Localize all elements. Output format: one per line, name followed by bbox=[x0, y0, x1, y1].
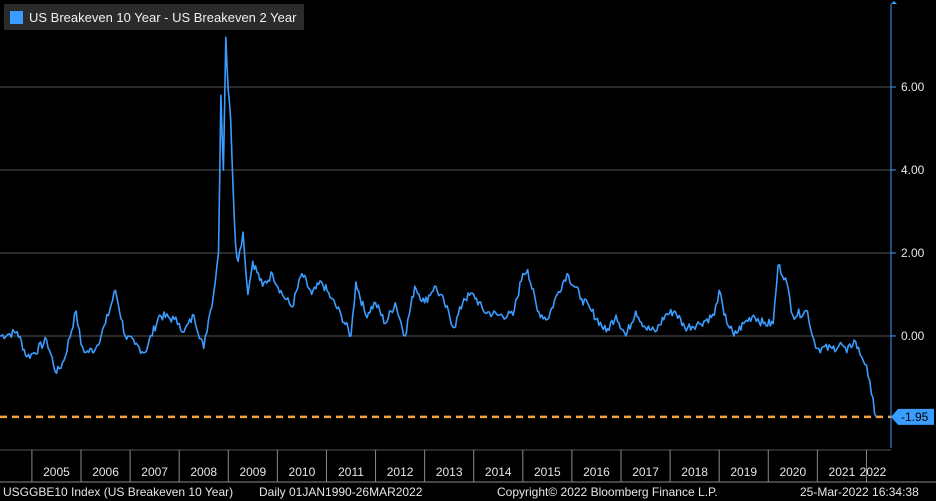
legend-label: US Breakeven 10 Year - US Breakeven 2 Ye… bbox=[29, 9, 297, 25]
x-tick-label: 2008 bbox=[190, 465, 217, 479]
x-tick-label: 2022 bbox=[860, 465, 887, 479]
x-tick-label: 2013 bbox=[436, 465, 463, 479]
x-tick-label: 2020 bbox=[779, 465, 806, 479]
x-tick-label: 2006 bbox=[92, 465, 119, 479]
x-tick-label: 2018 bbox=[681, 465, 708, 479]
x-tick-label: 2017 bbox=[632, 465, 659, 479]
x-axis: 2005 2006 2007 2008 2009 2010 2011 2012 2013 2014… bbox=[0, 449, 936, 483]
footer-copyright: Copyright© 2022 Bloomberg Finance L.P. bbox=[497, 485, 718, 499]
x-tick-label: 2015 bbox=[534, 465, 561, 479]
legend-swatch bbox=[10, 10, 23, 24]
footer-index: USGGBE10 Index (US Breakeven 10 Year) bbox=[3, 485, 234, 499]
x-tick-label: 2007 bbox=[141, 465, 168, 479]
y-axis: 0.00 2.00 4.00 6.00 -1.95 bbox=[890, 1, 934, 448]
series-group bbox=[0, 36, 878, 418]
x-tick-label: 2005 bbox=[43, 465, 70, 479]
last-value-label: -1.95 bbox=[901, 410, 929, 424]
series-line bbox=[0, 36, 878, 418]
footer: USGGBE10 Index (US Breakeven 10 Year) Da… bbox=[0, 484, 936, 501]
y-tick-label: 4.00 bbox=[901, 163, 925, 177]
x-tick-label: 2012 bbox=[387, 465, 414, 479]
x-tick-label: 2014 bbox=[485, 465, 512, 479]
x-tick-label: 2019 bbox=[730, 465, 757, 479]
y-tick-label: 6.00 bbox=[901, 80, 925, 94]
x-tick-label: 2009 bbox=[239, 465, 266, 479]
x-tick-label: 2016 bbox=[583, 465, 610, 479]
footer-range: Daily 01JAN1990-26MAR2022 bbox=[259, 485, 423, 499]
legend: US Breakeven 10 Year - US Breakeven 2 Ye… bbox=[4, 4, 305, 30]
y-tick-label: 0.00 bbox=[901, 329, 925, 343]
x-tick-label: 2021 bbox=[829, 465, 856, 479]
x-tick-label: 2011 bbox=[338, 465, 364, 479]
y-tick-label: 2.00 bbox=[901, 246, 925, 260]
footer-timestamp: 25-Mar-2022 16:34:38 bbox=[800, 485, 919, 499]
gridlines bbox=[0, 86, 891, 337]
x-tick-label: 2010 bbox=[289, 465, 316, 479]
y-axis-arrow bbox=[891, 1, 897, 4]
last-value-tag: -1.95 bbox=[891, 408, 934, 425]
last-value-box bbox=[891, 408, 934, 425]
